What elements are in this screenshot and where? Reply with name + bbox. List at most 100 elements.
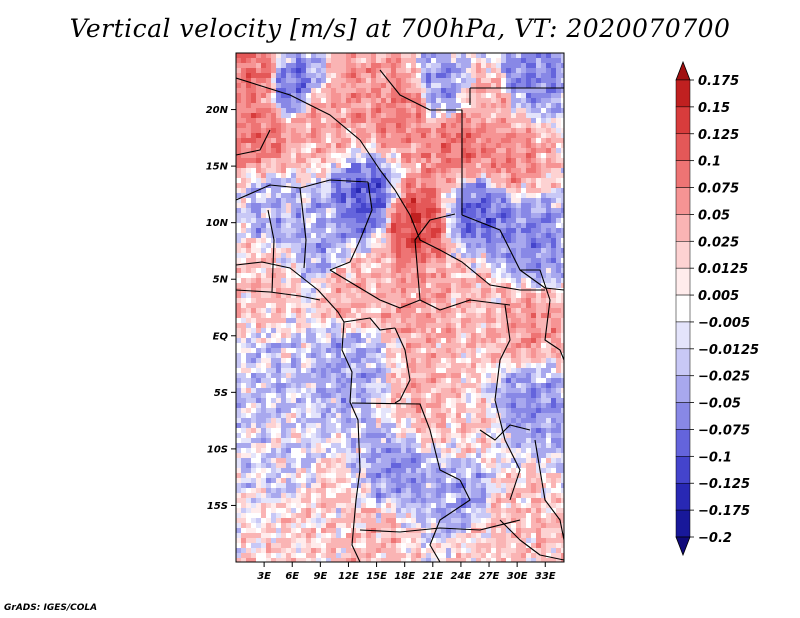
field-cell bbox=[251, 138, 257, 144]
field-cell bbox=[536, 193, 542, 199]
field-cell bbox=[421, 383, 427, 389]
field-cell bbox=[516, 148, 522, 154]
field-cell bbox=[291, 338, 297, 344]
field-cell bbox=[366, 118, 372, 124]
field-cell bbox=[451, 313, 457, 319]
field-cell bbox=[471, 353, 477, 359]
field-cell bbox=[321, 203, 327, 209]
field-cell bbox=[261, 253, 267, 259]
field-cell bbox=[351, 183, 357, 189]
field-cell bbox=[271, 298, 277, 304]
field-cell bbox=[561, 323, 564, 329]
field-cell bbox=[516, 158, 522, 164]
field-cell bbox=[356, 358, 362, 364]
field-cell bbox=[411, 73, 417, 79]
field-cell bbox=[441, 103, 447, 109]
field-cell bbox=[301, 213, 307, 219]
field-cell bbox=[396, 353, 402, 359]
field-cell bbox=[541, 203, 547, 209]
field-cell bbox=[301, 103, 307, 109]
field-cell bbox=[466, 233, 472, 239]
field-cell bbox=[271, 118, 277, 124]
field-cell bbox=[481, 283, 487, 289]
field-cell bbox=[431, 103, 437, 109]
field-cell bbox=[296, 183, 302, 189]
field-cell bbox=[551, 73, 557, 79]
field-cell bbox=[551, 128, 557, 134]
field-cell bbox=[406, 218, 412, 224]
field-cell bbox=[481, 378, 487, 384]
field-cell bbox=[501, 83, 507, 89]
field-cell bbox=[451, 273, 457, 279]
field-cell bbox=[391, 203, 397, 209]
field-cell bbox=[286, 198, 292, 204]
field-cell bbox=[311, 373, 317, 379]
field-cell bbox=[291, 78, 297, 84]
field-cell bbox=[471, 98, 477, 104]
field-cell bbox=[301, 223, 307, 229]
field-cell bbox=[326, 223, 332, 229]
field-cell bbox=[321, 408, 327, 414]
field-cell bbox=[421, 363, 427, 369]
field-cell bbox=[361, 53, 367, 59]
field-cell bbox=[396, 268, 402, 274]
field-cell bbox=[336, 183, 342, 189]
field-cell bbox=[561, 58, 564, 64]
field-cell bbox=[316, 368, 322, 374]
field-cell bbox=[246, 68, 252, 74]
field-cell bbox=[276, 308, 282, 314]
field-cell bbox=[556, 398, 562, 404]
field-cell bbox=[331, 263, 337, 269]
field-cell bbox=[486, 313, 492, 319]
field-cell bbox=[536, 233, 542, 239]
field-cell bbox=[376, 278, 382, 284]
field-cell bbox=[511, 363, 517, 369]
field-cell bbox=[251, 188, 257, 194]
field-cell bbox=[416, 128, 422, 134]
field-cell bbox=[521, 143, 527, 149]
field-cell bbox=[411, 343, 417, 349]
field-cell bbox=[556, 413, 562, 419]
field-cell bbox=[536, 163, 542, 169]
field-cell bbox=[271, 328, 277, 334]
field-cell bbox=[476, 388, 482, 394]
field-cell bbox=[511, 268, 517, 274]
field-cell bbox=[441, 228, 447, 234]
field-cell bbox=[271, 168, 277, 174]
field-cell bbox=[271, 423, 277, 429]
field-cell bbox=[456, 253, 462, 259]
field-cell bbox=[411, 88, 417, 94]
field-cell bbox=[506, 63, 512, 69]
field-cell bbox=[456, 98, 462, 104]
field-cell bbox=[251, 298, 257, 304]
field-cell bbox=[521, 398, 527, 404]
field-cell bbox=[331, 283, 337, 289]
field-cell bbox=[286, 398, 292, 404]
field-cell bbox=[236, 73, 242, 79]
field-cell bbox=[331, 173, 337, 179]
field-cell bbox=[451, 323, 457, 329]
field-cell bbox=[516, 203, 522, 209]
field-cell bbox=[261, 308, 267, 314]
field-cell bbox=[306, 83, 312, 89]
field-cell bbox=[256, 338, 262, 344]
field-cell bbox=[381, 268, 387, 274]
field-cell bbox=[511, 308, 517, 314]
field-cell bbox=[411, 338, 417, 344]
field-cell bbox=[311, 253, 317, 259]
field-cell bbox=[481, 168, 487, 174]
field-cell bbox=[296, 418, 302, 424]
field-cell bbox=[551, 238, 557, 244]
field-cell bbox=[381, 73, 387, 79]
field-cell bbox=[276, 238, 282, 244]
field-cell bbox=[236, 58, 242, 64]
field-cell bbox=[486, 183, 492, 189]
field-cell bbox=[486, 398, 492, 404]
field-cell bbox=[311, 53, 317, 59]
field-cell bbox=[446, 228, 452, 234]
field-cell bbox=[261, 83, 267, 89]
field-cell bbox=[371, 408, 377, 414]
field-cell bbox=[466, 393, 472, 399]
field-cell bbox=[236, 258, 242, 264]
field-cell bbox=[311, 168, 317, 174]
